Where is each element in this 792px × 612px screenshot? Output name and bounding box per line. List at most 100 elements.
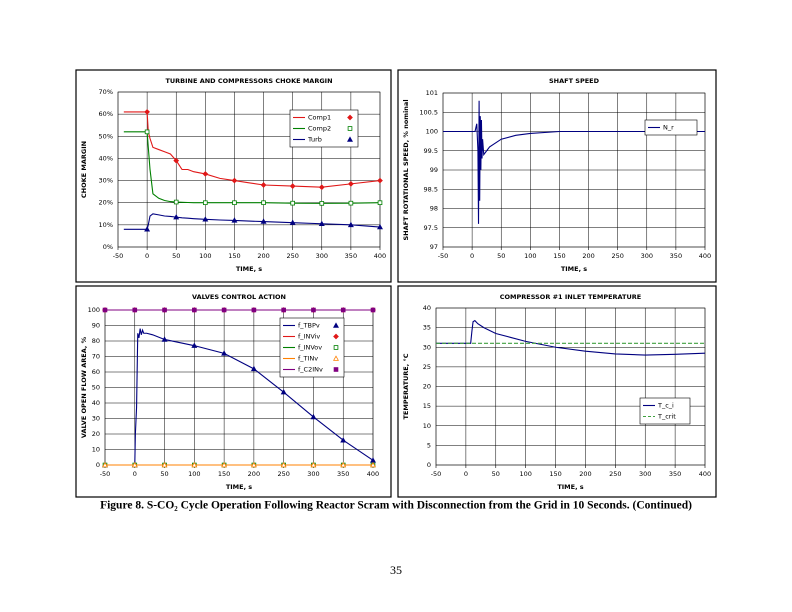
series-line: [123, 131, 381, 204]
y-tick-label: 100: [426, 128, 438, 136]
data-marker: [250, 461, 257, 468]
y-tick-label: 97: [430, 243, 438, 251]
page-number: 35: [390, 563, 402, 577]
data-marker: [231, 217, 238, 223]
y-tick-label: 40: [92, 399, 100, 407]
x-tick-label: 300: [316, 252, 328, 260]
x-tick-label: 250: [277, 470, 289, 478]
data-marker: [340, 461, 347, 468]
legend-box: [639, 397, 691, 425]
data-marker: [144, 109, 150, 115]
data-marker: [289, 219, 296, 225]
y-tick-label: 10: [423, 422, 431, 430]
x-tick-label: 100: [519, 470, 531, 478]
data-marker: [251, 307, 257, 313]
y-tick-label: 30: [423, 343, 431, 351]
x-tick-label: 100: [188, 470, 200, 478]
y-axis-label: SHAFT ROTATIONAL SPEED, % nominal: [402, 99, 410, 240]
legend-label: Turb: [307, 136, 322, 144]
data-marker: [347, 221, 354, 228]
data-marker: [370, 307, 376, 313]
y-tick-label: 0%: [103, 243, 113, 251]
x-tick-label: 150: [218, 470, 230, 478]
data-marker: [290, 200, 295, 206]
data-marker: [260, 218, 267, 224]
chart-title: TURBINE AND COMPRESSORS CHOKE MARGIN: [165, 77, 332, 85]
y-tick-label: 100.5: [419, 108, 438, 116]
data-marker: [192, 307, 197, 313]
x-tick-label: 200: [579, 470, 591, 478]
x-tick-label: 0: [145, 252, 149, 260]
x-tick-label: 0: [133, 470, 137, 478]
y-tick-label: 20%: [99, 199, 113, 207]
data-marker: [102, 307, 108, 313]
data-marker: [173, 157, 180, 164]
x-tick-label: 150: [553, 252, 565, 260]
data-marker: [221, 461, 228, 468]
y-tick-label: 20: [92, 430, 100, 438]
legend-label: f_TINv: [298, 355, 318, 363]
legend-label: T_c_i: [657, 402, 674, 410]
series-line: [123, 111, 381, 188]
figure-caption: Figure 8. S-CO₂ Cycle Operation Followin…: [100, 500, 692, 512]
data-marker: [250, 365, 257, 372]
legend-label: Comp1: [308, 114, 331, 122]
x-tick-label: 100: [199, 252, 211, 260]
chart-title: VALVES CONTROL ACTION: [192, 293, 286, 301]
data-marker: [311, 307, 316, 313]
y-tick-label: 60%: [99, 110, 113, 118]
y-tick-label: 98.5: [424, 185, 438, 193]
legend-marker: [347, 136, 353, 142]
data-marker: [144, 129, 150, 135]
x-tick-label: 0: [464, 470, 468, 478]
x-tick-label: 50: [497, 252, 505, 260]
data-marker: [340, 307, 346, 313]
data-marker: [260, 182, 267, 188]
data-marker: [221, 307, 227, 313]
data-marker: [261, 200, 266, 206]
series-line: [105, 328, 374, 466]
x-tick-label: 300: [307, 470, 319, 478]
x-tick-label: 150: [228, 252, 240, 260]
y-tick-label: 10: [92, 446, 100, 454]
x-tick-label: 50: [492, 470, 500, 478]
data-marker: [310, 461, 317, 468]
x-tick-label: 0: [470, 252, 474, 260]
data-marker: [162, 307, 167, 313]
x-tick-label: 150: [549, 470, 561, 478]
legend-marker: [333, 322, 339, 328]
legend-box: [644, 119, 698, 136]
data-marker: [203, 200, 208, 206]
x-tick-label: -50: [431, 470, 442, 478]
y-tick-label: 99: [430, 166, 438, 174]
y-tick-label: 10%: [99, 221, 113, 229]
legend-marker: [333, 345, 339, 350]
x-tick-label: 200: [257, 252, 269, 260]
y-axis-label: TEMPERATURE, °C: [402, 353, 410, 419]
chart-title: SHAFT SPEED: [549, 77, 600, 85]
y-tick-label: 90: [92, 322, 100, 330]
y-tick-label: 0: [427, 461, 431, 469]
x-tick-label: 300: [639, 470, 651, 478]
data-marker: [280, 389, 287, 395]
y-tick-label: 70%: [99, 88, 113, 96]
y-tick-label: 97.5: [424, 224, 438, 232]
legend-marker: [347, 126, 353, 131]
x-tick-label: 400: [367, 470, 379, 478]
x-axis-label: TIME, s: [226, 483, 252, 491]
data-marker: [280, 461, 287, 468]
y-axis-label: CHOKE MARGIN: [80, 141, 88, 198]
y-tick-label: 99.5: [424, 147, 438, 155]
x-tick-label: 350: [345, 252, 357, 260]
x-tick-label: 400: [374, 252, 386, 260]
x-tick-label: 200: [248, 470, 260, 478]
data-marker: [340, 437, 347, 443]
y-axis-label: VALVE OPEN FLOW AREA, %: [80, 336, 88, 438]
x-tick-label: 350: [337, 470, 349, 478]
data-marker: [281, 307, 286, 313]
data-marker: [319, 201, 325, 206]
data-marker: [173, 213, 180, 220]
data-marker: [370, 461, 376, 468]
x-tick-label: 200: [582, 252, 594, 260]
y-tick-label: 30%: [99, 177, 113, 185]
